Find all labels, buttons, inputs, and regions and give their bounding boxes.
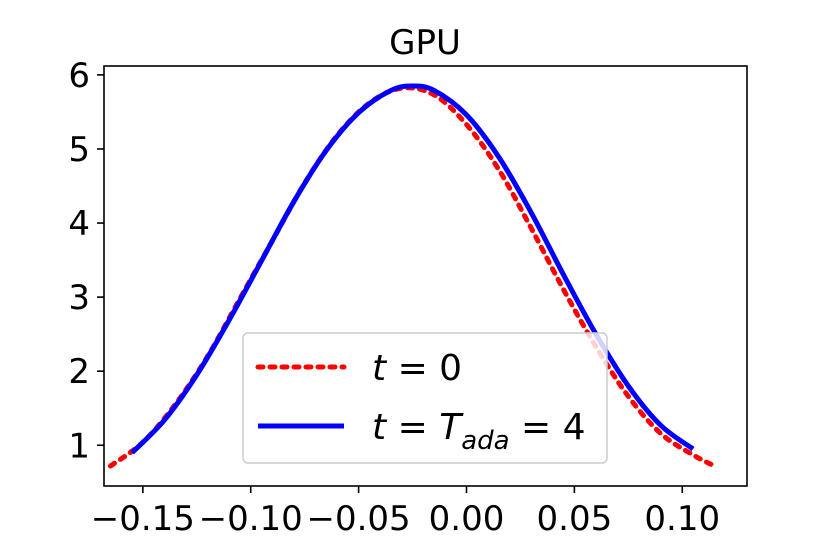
x-tick-label: 0.05 xyxy=(537,499,613,539)
legend: t = 0 t = Tada = 4 xyxy=(242,332,608,464)
legend-label-t0: t = 0 xyxy=(372,348,462,389)
x-tick-label: 0.00 xyxy=(429,499,505,539)
x-tick-label: −0.10 xyxy=(199,499,303,539)
x-tick-label: 0.10 xyxy=(644,499,720,539)
chart-title: GPU xyxy=(389,23,461,63)
y-tick-label: 6 xyxy=(68,56,90,96)
y-tick-label: 3 xyxy=(68,278,90,318)
y-tick-label: 4 xyxy=(68,204,90,244)
legend-label-t-ada: t = Tada = 4 xyxy=(372,407,586,456)
y-axis: 1 2 3 4 5 6 xyxy=(68,56,104,466)
y-tick-label: 5 xyxy=(68,130,90,170)
y-tick-label: 2 xyxy=(68,352,90,392)
axes-frame xyxy=(103,65,748,487)
x-axis: −0.15 −0.10 −0.05 0.00 0.05 0.10 xyxy=(91,486,720,539)
y-tick-label: 1 xyxy=(68,426,90,466)
x-tick-label: −0.15 xyxy=(91,499,195,539)
x-tick-label: −0.05 xyxy=(307,499,411,539)
